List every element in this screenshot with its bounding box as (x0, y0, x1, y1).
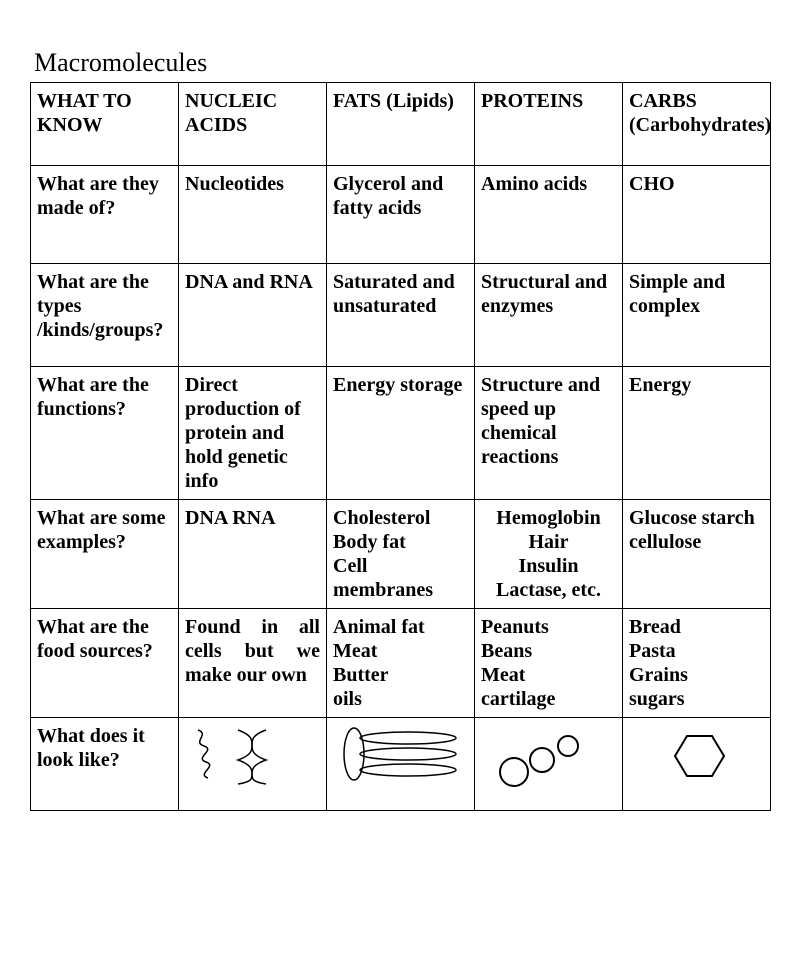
cell: Glycerol and fatty acids (327, 166, 475, 264)
table-row: What are some examples? DNA RNA Choleste… (31, 500, 771, 609)
table-row: What are they made of? Nucleotides Glyce… (31, 166, 771, 264)
visual-fats (327, 718, 475, 811)
cell: Energy storage (327, 367, 475, 500)
cell: PeanutsBeansMeatcartilage (475, 609, 623, 718)
row-label: What does it look like? (31, 718, 179, 811)
cell: Structure and speed up chemical reaction… (475, 367, 623, 500)
col-header-nucleic-acids: NUCLEIC ACIDS (179, 83, 327, 166)
cell: Animal fatMeatButteroils (327, 609, 475, 718)
col-header-what-to-know: WHAT TO KNOW (31, 83, 179, 166)
cell: HemoglobinHairInsulinLactase, etc. (475, 500, 623, 609)
table-header-row: WHAT TO KNOW NUCLEIC ACIDS FATS (Lipids)… (31, 83, 771, 166)
cell: DNA RNA (179, 500, 327, 609)
row-label: What are the food sources? (31, 609, 179, 718)
row-label: What are they made of? (31, 166, 179, 264)
table-row: What are the functions? Direct productio… (31, 367, 771, 500)
cell: Simple and complex (623, 264, 771, 367)
cell: BreadPastaGrainssugars (623, 609, 771, 718)
page: Macromolecules WHAT TO KNOW NUCLEIC ACID… (0, 0, 800, 956)
page-title: Macromolecules (34, 48, 770, 78)
cell: Saturated and unsaturated (327, 264, 475, 367)
table-row: What does it look like? (31, 718, 771, 811)
col-header-proteins: PROTEINS (475, 83, 623, 166)
cell: CholesterolBody fatCell membranes (327, 500, 475, 609)
cell: Amino acids (475, 166, 623, 264)
cell: Structural and enzymes (475, 264, 623, 367)
cell: Direct production of protein and hold ge… (179, 367, 327, 500)
visual-proteins (475, 718, 623, 811)
col-header-fats: FATS (Lipids) (327, 83, 475, 166)
protein-circles-icon (484, 724, 614, 788)
cell: Glucose starch cellulose (623, 500, 771, 609)
visual-carbs (623, 718, 771, 811)
row-label: What are some examples? (31, 500, 179, 609)
cell: Found in all cells but we make our own (179, 609, 327, 718)
hexagon-icon (632, 724, 762, 788)
cell: Energy (623, 367, 771, 500)
dna-squiggle-icon (188, 724, 318, 788)
cell: CHO (623, 166, 771, 264)
cell: Nucleotides (179, 166, 327, 264)
lipid-icon (336, 724, 466, 788)
row-label: What are the functions? (31, 367, 179, 500)
macromolecules-table: WHAT TO KNOW NUCLEIC ACIDS FATS (Lipids)… (30, 82, 771, 811)
cell: DNA and RNA (179, 264, 327, 367)
visual-nucleic-acids (179, 718, 327, 811)
row-label: What are the types /kinds/groups? (31, 264, 179, 367)
table-row: What are the types /kinds/groups? DNA an… (31, 264, 771, 367)
col-header-carbs: CARBS (Carbohydrates) (623, 83, 771, 166)
table-row: What are the food sources? Found in all … (31, 609, 771, 718)
